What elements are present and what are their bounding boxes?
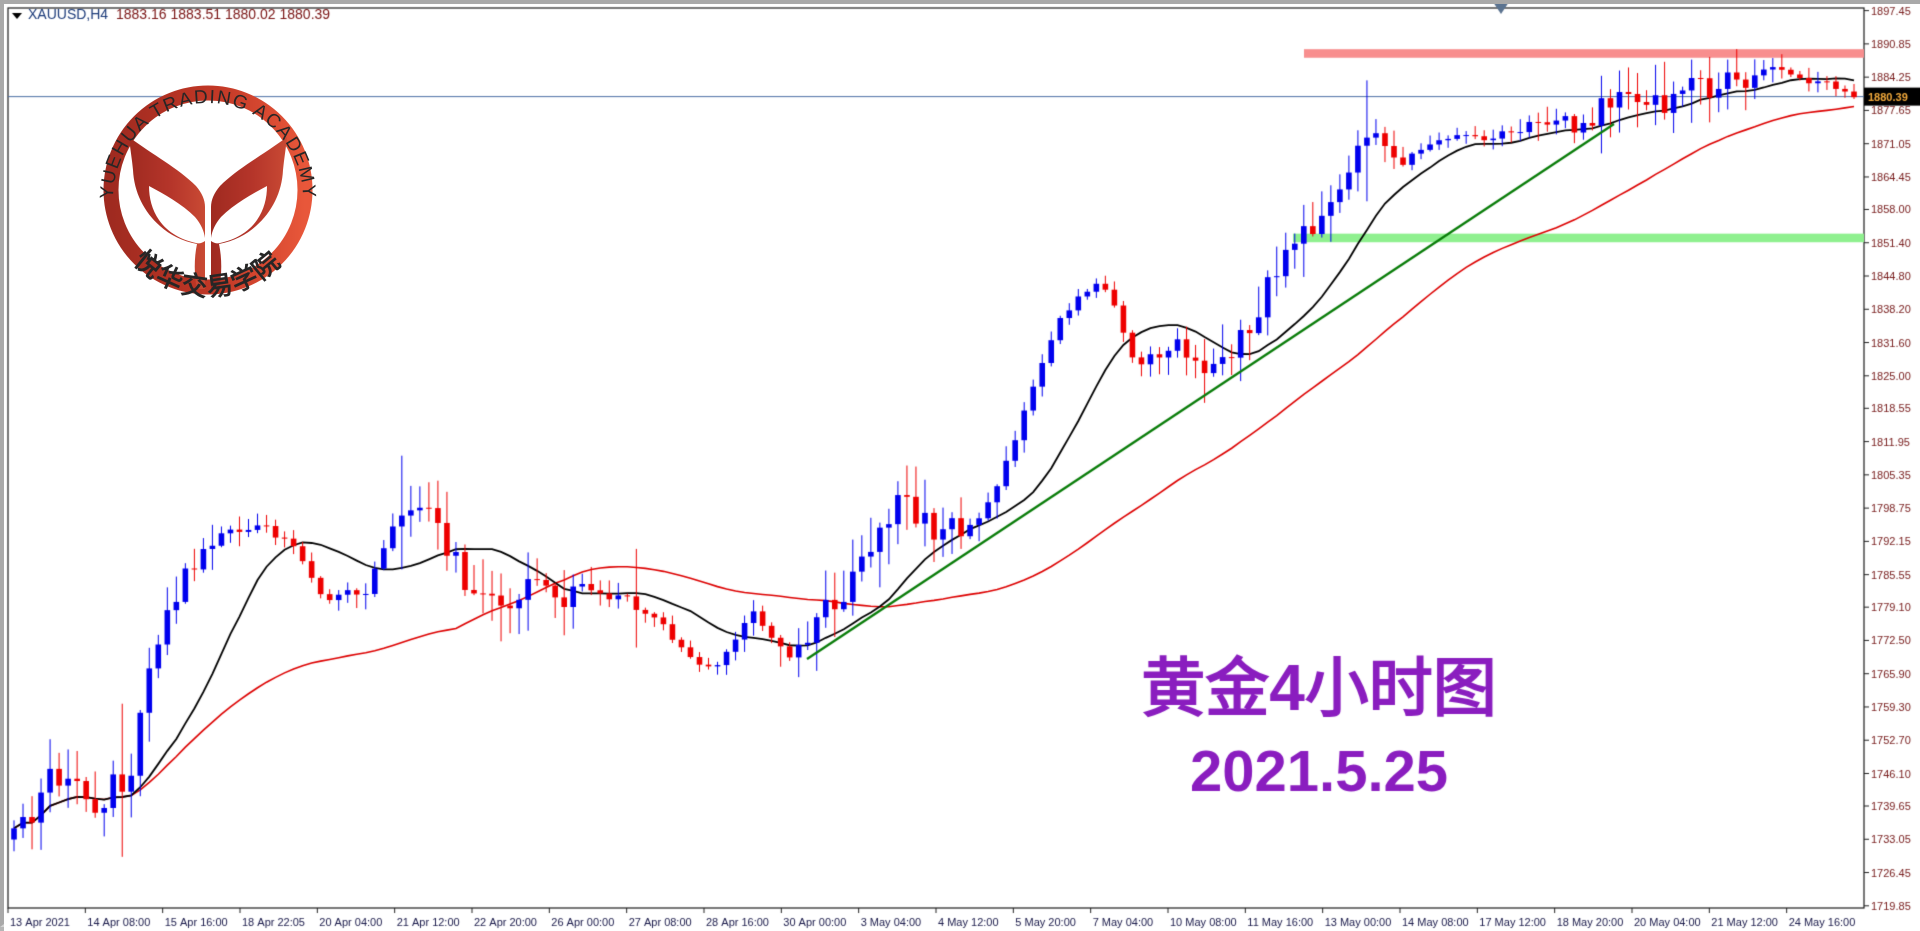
svg-text:YUEHUA TRADING ACADEMY: YUEHUA TRADING ACADEMY [98, 87, 318, 200]
svg-text:悦华交易学院: 悦华交易学院 [129, 244, 287, 300]
